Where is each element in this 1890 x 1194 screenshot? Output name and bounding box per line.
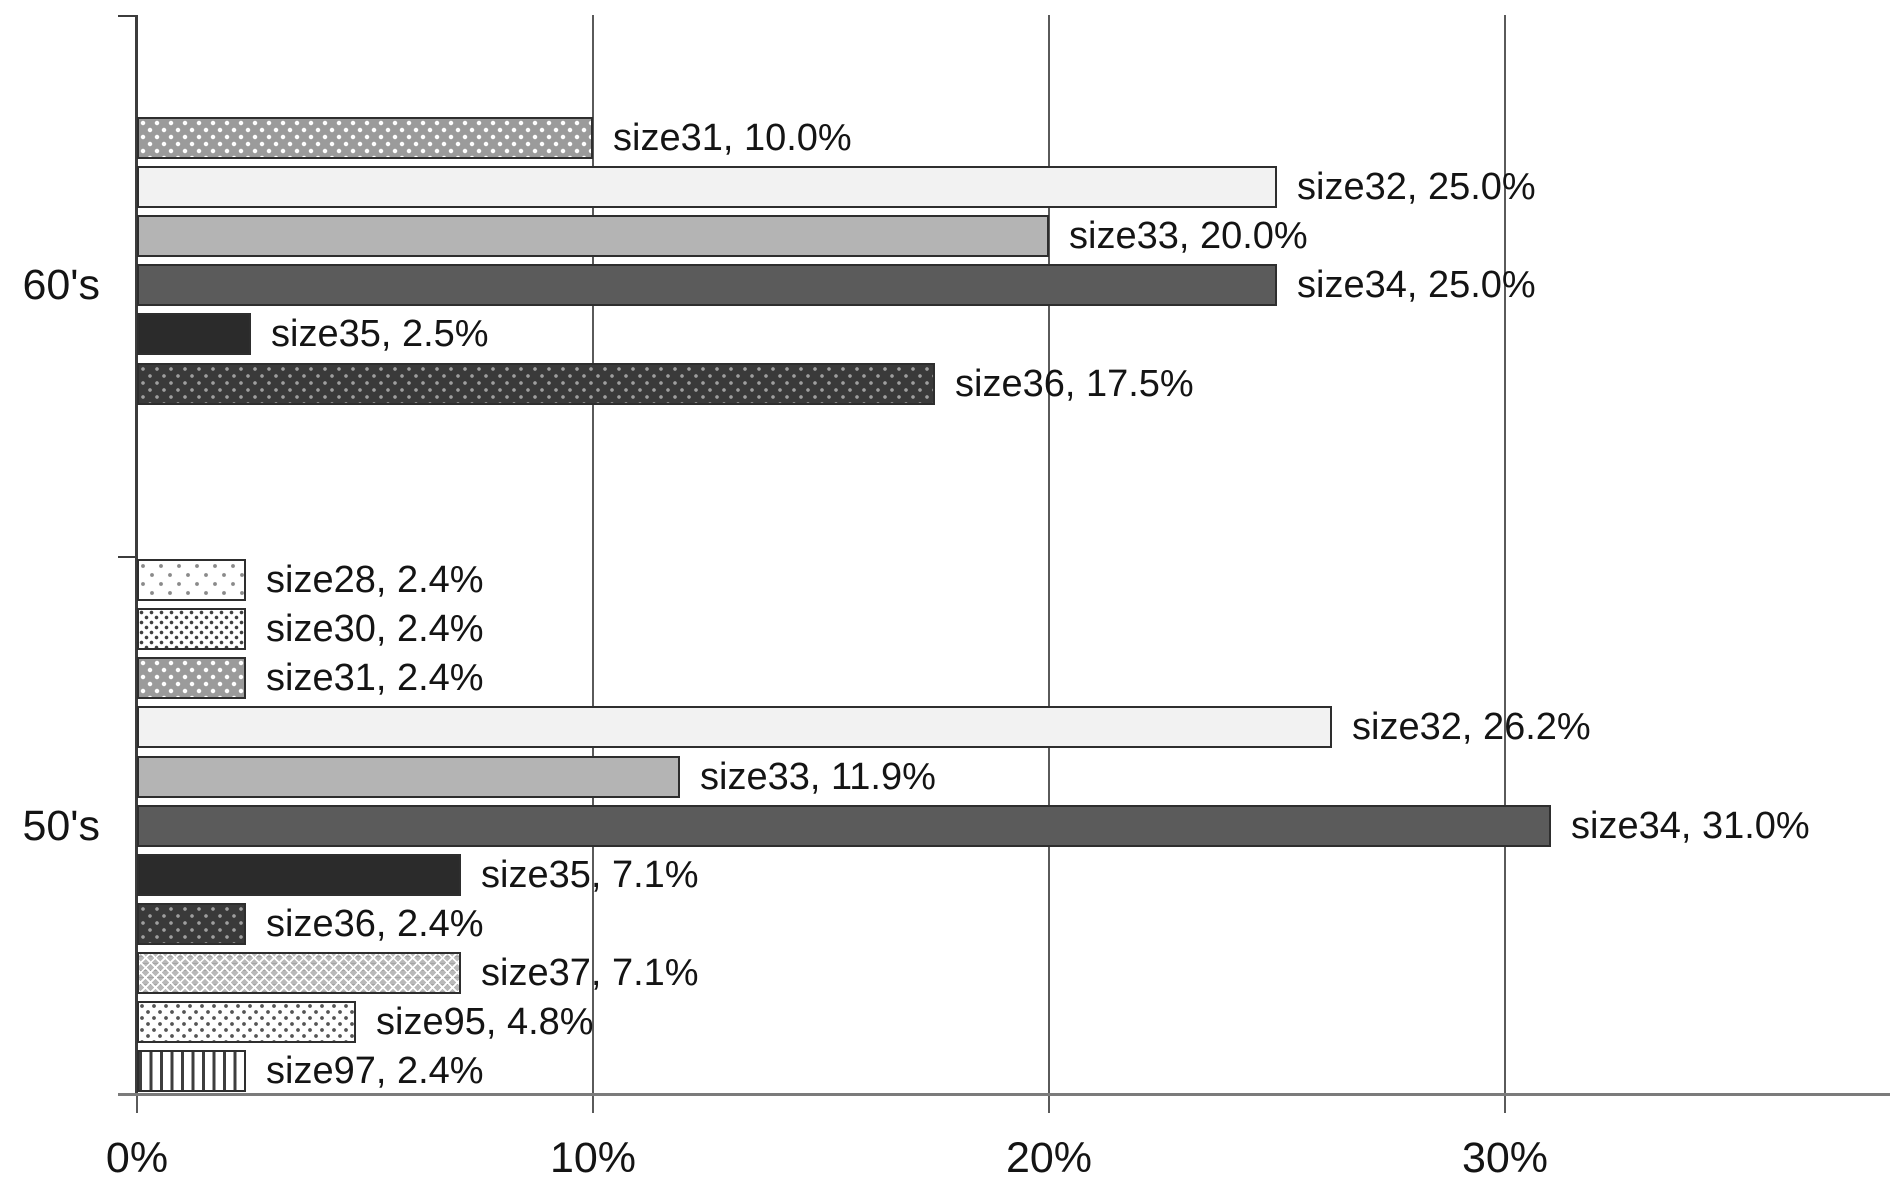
x-axis-tick-30	[1504, 1095, 1506, 1113]
x-tick-label: 30%	[1461, 1134, 1549, 1182]
bar-60s-size33	[137, 215, 1049, 258]
x-axis-tick-0	[136, 1095, 138, 1113]
bar-50s-size28	[137, 559, 246, 602]
category-label: 50's	[22, 801, 100, 850]
y-axis-line	[135, 15, 138, 1095]
bar-50s-size95	[137, 1001, 356, 1044]
bar-50s-size33	[137, 755, 680, 798]
x-axis-tick-20	[1048, 1095, 1050, 1113]
bar-data-label: size31, 10.0%	[613, 116, 852, 159]
x-axis-tick-10	[592, 1095, 594, 1113]
bar-data-label: size32, 25.0%	[1297, 165, 1536, 208]
bar-50s-size36	[137, 903, 246, 946]
bar-50s-size37	[137, 952, 461, 995]
bar-data-label: size28, 2.4%	[266, 559, 484, 602]
bar-50s-size35	[137, 853, 461, 896]
bar-50s-size31	[137, 657, 246, 700]
bar-60s-size32	[137, 165, 1277, 208]
bar-50s-size32	[137, 706, 1332, 749]
bar-data-label: size31, 2.4%	[266, 657, 484, 700]
bar-60s-size31	[137, 116, 593, 159]
x-tick-label: 0%	[105, 1134, 169, 1182]
gridline-10	[592, 15, 594, 1095]
bar-50s-size97	[137, 1050, 246, 1093]
bar-data-label: size34, 25.0%	[1297, 264, 1536, 307]
bar-data-label: size95, 4.8%	[376, 1001, 594, 1044]
bar-data-label: size36, 17.5%	[955, 362, 1194, 405]
category-label: 60's	[22, 261, 100, 310]
y-axis-tick	[118, 555, 137, 558]
bar-data-label: size37, 7.1%	[481, 952, 699, 995]
y-axis-tick	[118, 15, 137, 17]
bar-50s-size34	[137, 804, 1551, 847]
bar-50s-size30	[137, 608, 246, 651]
x-tick-label: 10%	[549, 1134, 637, 1182]
bar-data-label: size35, 7.1%	[481, 853, 699, 896]
bar-data-label: size36, 2.4%	[266, 903, 484, 946]
x-tick-label: 20%	[1005, 1134, 1093, 1182]
bar-data-label: size33, 20.0%	[1069, 215, 1308, 258]
bar-data-label: size30, 2.4%	[266, 608, 484, 651]
bar-data-label: size97, 2.4%	[266, 1050, 484, 1093]
x-axis-line	[118, 1093, 1890, 1096]
bar-data-label: size32, 26.2%	[1352, 706, 1591, 749]
bar-60s-size34	[137, 264, 1277, 307]
gridline-30	[1504, 15, 1506, 1095]
gridline-20	[1048, 15, 1050, 1095]
bar-data-label: size35, 2.5%	[271, 313, 489, 356]
bar-60s-size36	[137, 362, 935, 405]
bar-data-label: size34, 31.0%	[1571, 804, 1810, 847]
bar-data-label: size33, 11.9%	[700, 755, 936, 798]
bar-60s-size35	[137, 313, 251, 356]
